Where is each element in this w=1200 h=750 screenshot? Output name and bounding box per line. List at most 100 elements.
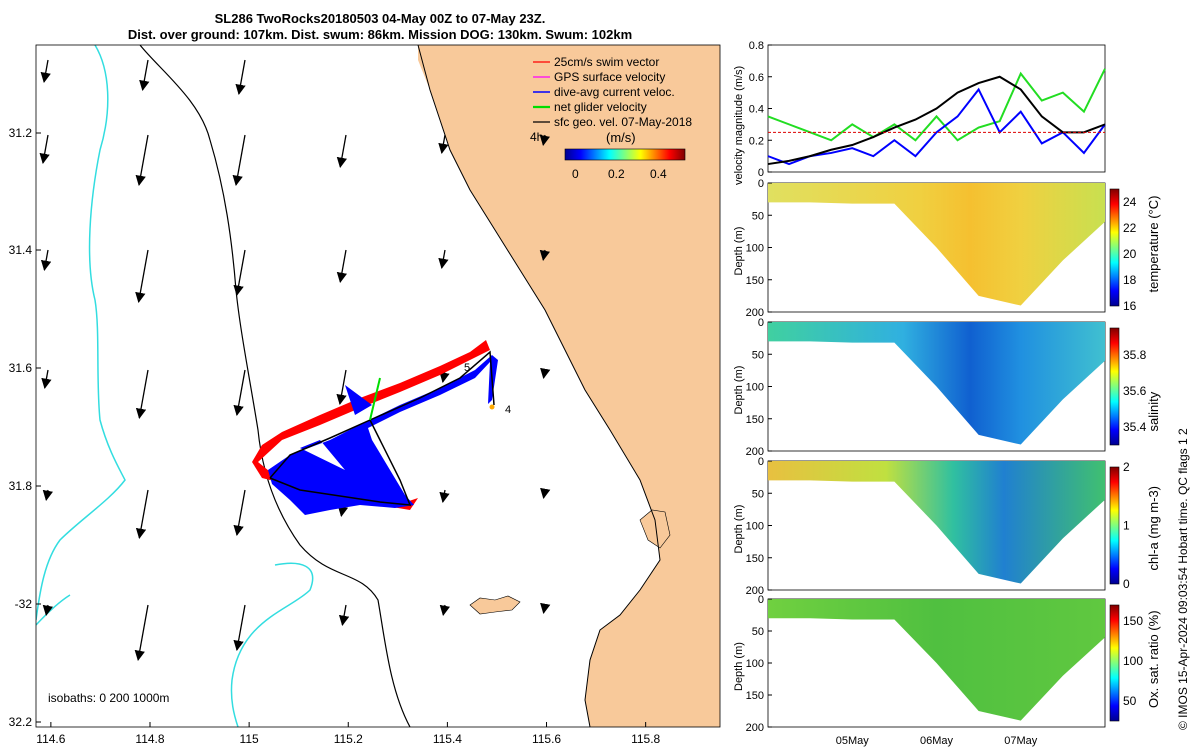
coastline bbox=[417, 45, 661, 727]
depth-tick-label: 200 bbox=[746, 307, 764, 319]
depth-axis-label: Depth (m) bbox=[733, 505, 745, 554]
velocity-tick-label: 0.2 bbox=[749, 135, 764, 147]
salinity-section-fill bbox=[768, 322, 1105, 445]
plot-title-line2: Dist. over ground: 107km. Dist. swum: 86… bbox=[127, 27, 633, 42]
temperature-section: 0 50 100 150 200 Depth (m) 16 18 20 22 24 temperatu… bbox=[733, 178, 1161, 319]
depth-tick-label: 150 bbox=[746, 414, 764, 426]
colorbar-tick-label: 50 bbox=[1123, 694, 1137, 708]
lat-tick-label: 31.4 bbox=[9, 243, 33, 257]
time-tick-label: 07May bbox=[1004, 735, 1038, 747]
isobaths-label: isobaths: 0 200 1000m bbox=[48, 691, 169, 705]
interval-label: 4h bbox=[530, 130, 543, 144]
lat-tick-label: -32 bbox=[15, 597, 33, 611]
geo-velocity-arrow bbox=[233, 604, 246, 652]
glider-track-map: 5 4 isobaths: 0 200 1000m 114.6 114.8 115 1… bbox=[9, 44, 721, 746]
velocity-tick-label: 0 bbox=[758, 167, 764, 179]
geo-velocity-arrow bbox=[139, 59, 150, 92]
oxygen-section-fill bbox=[768, 599, 1105, 721]
geo-velocity-arrow bbox=[39, 134, 50, 165]
geo-velocity-arrow bbox=[336, 369, 347, 406]
lon-tick-label: 115.8 bbox=[631, 732, 660, 746]
temperature-section-fill bbox=[768, 183, 1105, 306]
depth-tick-label: 50 bbox=[752, 488, 764, 500]
colorbar-title: salinity bbox=[1146, 391, 1161, 431]
geo-velocity-arrow bbox=[135, 369, 149, 420]
legend-gps-velocity: GPS surface velocity bbox=[554, 70, 665, 84]
lat-tick-label: 31.6 bbox=[9, 361, 33, 375]
lon-tick-label: 115.2 bbox=[334, 732, 363, 746]
series-surface-geo-velocity bbox=[767, 75, 1106, 166]
speed-colorbar bbox=[564, 148, 686, 161]
geo-velocity-arrow bbox=[41, 369, 52, 390]
depth-tick-label: 150 bbox=[746, 553, 764, 565]
geo-velocity-arrow bbox=[338, 604, 350, 627]
lat-tick-label: 31.8 bbox=[9, 479, 33, 493]
geo-velocity-arrow bbox=[438, 249, 449, 270]
map-frame bbox=[35, 44, 721, 728]
geo-velocity-arrow bbox=[42, 489, 53, 502]
colorbar-tick-1: 0.2 bbox=[608, 167, 625, 181]
geo-velocity-arrow bbox=[135, 489, 149, 540]
geo-velocity-arrow bbox=[540, 487, 551, 500]
colorbar-tick-label: 35.4 bbox=[1123, 420, 1147, 434]
time-tick-label: 06May bbox=[920, 735, 954, 747]
lat-tick-label: 31.2 bbox=[9, 126, 33, 140]
colorbar-tick-label: 16 bbox=[1123, 299, 1137, 313]
salinity-section: 0 50 100 150 200 Depth (m) 35.4 35.6 35.8 salinit… bbox=[733, 317, 1161, 458]
geo-velocity-arrow bbox=[40, 59, 51, 84]
day-marker-4: 4 bbox=[505, 404, 511, 416]
velocity-tick-label: 0.6 bbox=[749, 72, 764, 84]
colorbar-tick-label: 1 bbox=[1123, 519, 1130, 533]
salinity-section-colorbar bbox=[1109, 327, 1120, 446]
lon-tick-label: 114.6 bbox=[36, 732, 65, 746]
lon-tick-label: 115.6 bbox=[532, 732, 561, 746]
geo-velocity-arrow bbox=[42, 604, 53, 617]
longitude-ticks: 114.6 114.8 115 115.2 115.4 115.6 115.8 bbox=[36, 722, 661, 746]
geo-velocity-arrow bbox=[539, 134, 550, 147]
colorbar-tick-label: 24 bbox=[1123, 195, 1137, 209]
latitude-ticks: 31.2 31.4 31.6 31.8 -32 32.2 bbox=[9, 126, 41, 729]
map-legend: 25cm/s swim vector GPS surface velocity … bbox=[530, 55, 692, 145]
colorbar-tick-label: 0 bbox=[1123, 577, 1130, 591]
chl-section-fill bbox=[768, 461, 1105, 584]
colorbar-title: Ox. sat. ratio (%) bbox=[1146, 610, 1161, 708]
swim-vectors bbox=[252, 340, 490, 510]
colorbar-tick-label: 20 bbox=[1123, 247, 1137, 261]
depth-axis-label: Depth (m) bbox=[733, 366, 745, 415]
geo-velocity-arrow bbox=[135, 134, 149, 187]
geo-velocity-arrow bbox=[134, 604, 149, 662]
colorbar-title: chl-a (mg m-3) bbox=[1146, 486, 1161, 571]
day-marker-5: 5 bbox=[464, 362, 470, 374]
series-net-glider-velocity bbox=[767, 68, 1106, 142]
colorbar-tick-label: 22 bbox=[1123, 221, 1137, 235]
colorbar-title: temperature (°C) bbox=[1146, 196, 1161, 293]
legend-geo-velocity: sfc geo. vel. 07-May-2018 bbox=[554, 115, 692, 129]
plot-title-line1: SL286 TwoRocks20180503 04-May 00Z to 07-… bbox=[214, 11, 546, 26]
velocity-panel: 0 0.2 0.4 0.6 0.8 velocity magnitude (m/s) bbox=[733, 40, 1106, 185]
legend-current-velocity: dive-avg current veloc. bbox=[554, 85, 675, 99]
temperature-section-colorbar bbox=[1109, 188, 1120, 307]
legend-net-velocity: net glider velocity bbox=[554, 100, 647, 114]
geo-velocity-arrow bbox=[439, 604, 450, 617]
depth-tick-label: 0 bbox=[758, 317, 764, 329]
depth-tick-label: 100 bbox=[746, 243, 764, 255]
geo-velocity-arrow bbox=[233, 489, 246, 537]
glider-track bbox=[269, 350, 495, 506]
depth-tick-label: 50 bbox=[752, 349, 764, 361]
chl-section-colorbar bbox=[1109, 466, 1120, 585]
depth-tick-label: 0 bbox=[758, 178, 764, 190]
colorbar-unit: (m/s) bbox=[606, 130, 636, 145]
colorbar-tick-label: 150 bbox=[1123, 614, 1143, 628]
geo-velocity-arrow bbox=[539, 249, 550, 262]
geo-velocity-arrow bbox=[439, 489, 450, 504]
colorbar-tick-label: 2 bbox=[1123, 460, 1130, 474]
geo-velocity-arrow bbox=[540, 367, 551, 380]
colorbar-tick-label: 35.6 bbox=[1123, 384, 1147, 398]
depth-tick-label: 200 bbox=[746, 722, 764, 734]
depth-tick-label: 150 bbox=[746, 690, 764, 702]
lon-tick-label: 115.4 bbox=[433, 732, 462, 746]
geo-velocity-arrow bbox=[336, 134, 348, 169]
geo-velocity-arrow bbox=[336, 249, 348, 284]
